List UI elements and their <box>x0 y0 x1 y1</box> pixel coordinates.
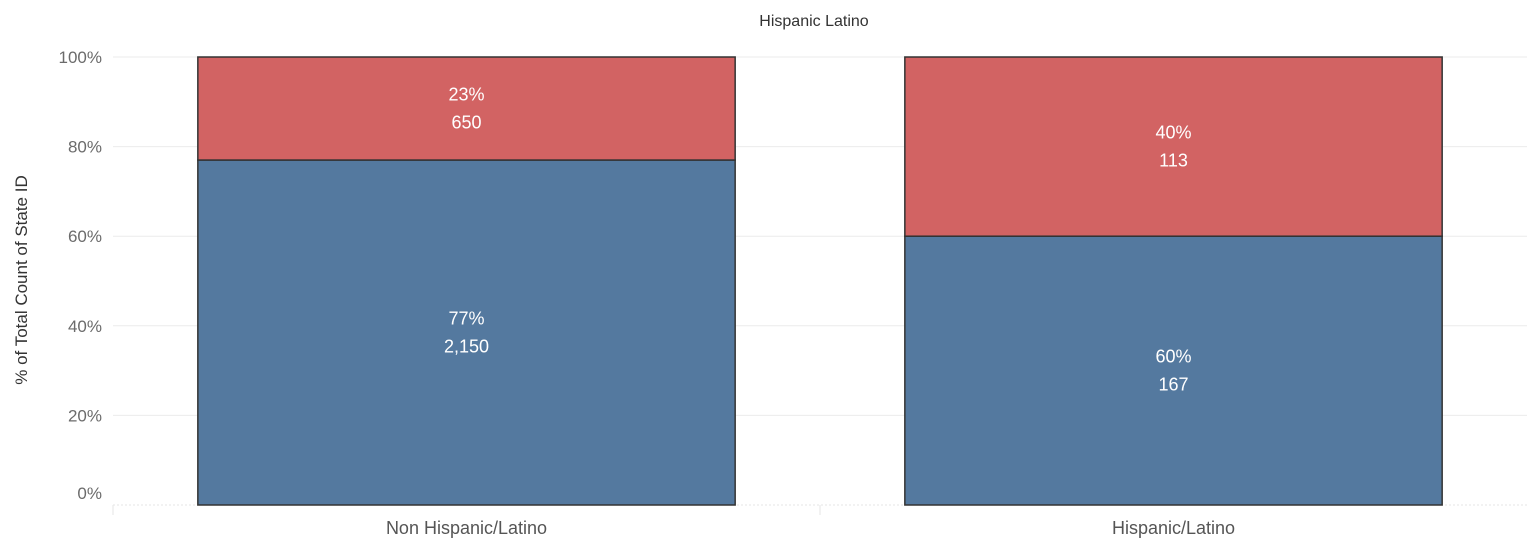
x-axis-categories: Non Hispanic/Latino Hispanic/Latino <box>386 518 1235 538</box>
y-tick-label: 0% <box>77 484 102 503</box>
bar-data-label: 77% <box>448 309 484 329</box>
bar-data-label: 167 <box>1158 375 1188 395</box>
bars: 77% 2,150 23% 650 60% 167 40% 113 <box>197 56 1443 506</box>
bar-data-label: 2,150 <box>444 337 489 357</box>
bar-data-label: 113 <box>1159 151 1188 171</box>
bar-segment[interactable] <box>197 159 736 506</box>
y-tick-label: 20% <box>68 406 102 425</box>
x-category-label: Hispanic/Latino <box>1112 518 1235 538</box>
y-tick-label: 60% <box>68 227 102 246</box>
bar-data-label: 23% <box>448 85 484 105</box>
y-tick-label: 80% <box>68 138 102 157</box>
y-tick-label: 100% <box>59 48 102 67</box>
y-tick-label: 40% <box>68 317 102 336</box>
bar-segment[interactable] <box>904 56 1443 237</box>
x-category-label: Non Hispanic/Latino <box>386 518 547 538</box>
y-axis-ticks: 0% 20% 40% 60% 80% 100% <box>59 48 102 503</box>
chart-title: Hispanic Latino <box>759 13 869 30</box>
y-axis-title: % of Total Count of State ID <box>12 175 31 384</box>
bar-segment[interactable] <box>904 235 1443 506</box>
bar-data-label: 60% <box>1155 347 1191 367</box>
bar-data-label: 40% <box>1155 123 1191 143</box>
bar-segment[interactable] <box>197 56 736 161</box>
bar-data-label: 650 <box>451 113 481 133</box>
